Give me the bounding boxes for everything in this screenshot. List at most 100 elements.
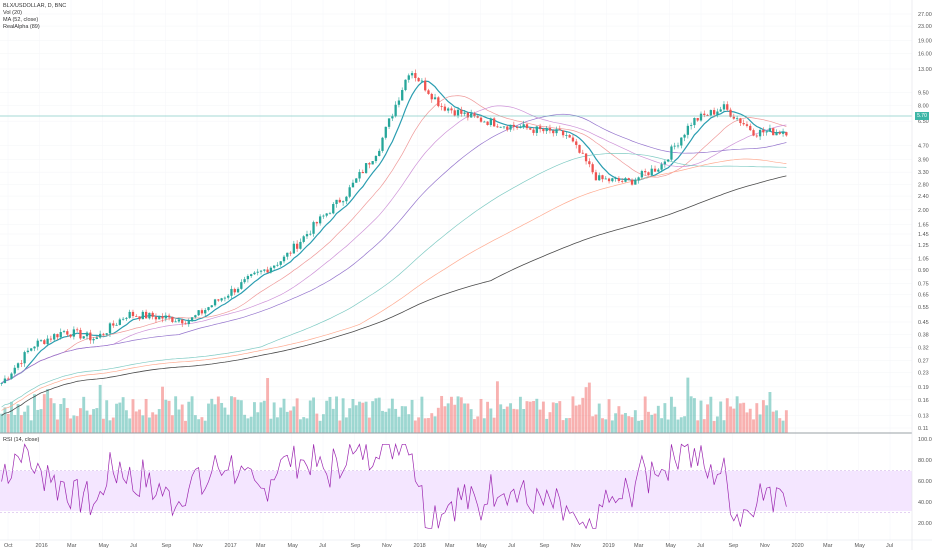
volume-bar xyxy=(453,404,457,433)
volume-bar xyxy=(79,408,82,433)
volume-bar xyxy=(341,398,345,433)
candle-body xyxy=(16,363,20,368)
volume-bar xyxy=(548,412,552,433)
candle-body xyxy=(749,125,752,131)
candle-body xyxy=(23,352,26,364)
candle-body xyxy=(417,78,420,82)
candle-body xyxy=(46,338,49,345)
volume-bar xyxy=(82,396,86,433)
candle-body xyxy=(712,110,716,115)
volume-bar xyxy=(92,409,96,433)
volume-bar xyxy=(289,410,293,433)
candle-body xyxy=(492,118,496,127)
volume-bar xyxy=(476,416,480,433)
candle-body xyxy=(680,137,683,146)
price-tick-label: 0.19 xyxy=(918,385,929,391)
volume-bar xyxy=(407,414,411,433)
candle-body xyxy=(519,126,522,128)
candle-body xyxy=(729,109,732,117)
candle-body xyxy=(644,171,647,173)
candle-body xyxy=(588,161,591,165)
candle-body xyxy=(394,104,397,117)
volume-bar xyxy=(512,408,516,433)
volume-bar xyxy=(249,416,253,433)
candle-body xyxy=(479,117,483,122)
candle-body xyxy=(322,215,325,217)
candle-body xyxy=(611,178,614,182)
candle-body xyxy=(391,116,394,119)
candle-body xyxy=(430,93,433,100)
volume-bar xyxy=(187,401,191,433)
candle-body xyxy=(269,267,273,273)
volume-bar xyxy=(331,408,335,433)
volume-bar xyxy=(594,414,598,433)
candle-body xyxy=(732,116,735,119)
candle-body xyxy=(125,317,128,319)
volume-bar xyxy=(656,405,660,433)
candle-body xyxy=(128,311,131,318)
volume-bar xyxy=(722,420,726,433)
volume-bar xyxy=(105,400,109,433)
candle-body xyxy=(39,340,43,342)
candle-body xyxy=(515,126,519,128)
volume-bar xyxy=(538,409,542,433)
symbol-title[interactable]: BLX/USDOLLAR, D, BNC xyxy=(3,3,67,9)
candle-body xyxy=(621,180,624,182)
volume-bar xyxy=(502,409,506,433)
volume-bar xyxy=(653,413,657,433)
price-axis: 27.00 23.00 19.00 16.00 13.00 9.50 8.00 6.50 4.7… xyxy=(918,12,932,432)
indicator-rsi[interactable]: RSI (14, close) xyxy=(3,437,40,443)
volume-bar xyxy=(627,416,631,433)
volume-bar xyxy=(276,417,279,433)
indicator-ma[interactable]: MA (52, close) xyxy=(3,17,39,23)
price-tick-label: 1.25 xyxy=(918,243,929,249)
candle-body xyxy=(302,236,305,242)
volume-bar xyxy=(56,419,59,433)
volume-bar xyxy=(692,398,696,433)
volume-bar xyxy=(394,408,398,433)
volume-bar xyxy=(121,397,125,433)
candle-body xyxy=(328,213,332,215)
volume-bar xyxy=(522,409,526,433)
candle-body xyxy=(381,137,384,151)
indicator-realalpha[interactable]: RealAlpha (89) xyxy=(3,24,40,30)
volume-bar xyxy=(492,417,496,433)
candle-body xyxy=(410,73,414,76)
volume-bar xyxy=(101,418,105,433)
candle-body xyxy=(689,125,693,126)
candle-body xyxy=(276,264,279,266)
candle-body xyxy=(703,113,706,115)
volume-bar xyxy=(180,404,184,433)
volume-bar xyxy=(689,396,693,433)
volume-bar xyxy=(377,397,381,433)
candle-body xyxy=(726,104,729,110)
candle-body xyxy=(36,340,39,347)
time-axis: Oct 2016 Mar May Jul Sep Nov 2017 Mar May Jul Sep No… xyxy=(4,543,893,549)
candle-body xyxy=(158,316,161,320)
price-tick-label: 3.30 xyxy=(918,170,929,176)
candle-body xyxy=(496,126,499,128)
candle-body xyxy=(437,97,440,107)
candle-body xyxy=(210,305,213,308)
volume-bar xyxy=(601,418,604,433)
indicator-volume[interactable]: Vol (20) xyxy=(3,10,22,16)
candle-body xyxy=(66,331,69,335)
candle-body xyxy=(387,118,391,127)
volume-bar xyxy=(151,412,155,433)
volume-bar xyxy=(384,411,388,433)
moving-average-line xyxy=(1,152,787,408)
volume-bar xyxy=(335,396,338,433)
candle-body xyxy=(20,363,23,365)
rsi-line xyxy=(0,442,912,530)
volume-bar xyxy=(49,398,53,433)
volume-bar xyxy=(381,410,384,433)
candle-body xyxy=(755,135,758,137)
candle-body xyxy=(118,319,121,325)
volume-bar xyxy=(292,406,296,433)
candle-body xyxy=(529,128,532,130)
volume-bar xyxy=(193,415,197,433)
volume-bar xyxy=(495,381,499,433)
time-tick-label: Jul xyxy=(130,543,137,549)
volume-bar xyxy=(62,398,66,433)
